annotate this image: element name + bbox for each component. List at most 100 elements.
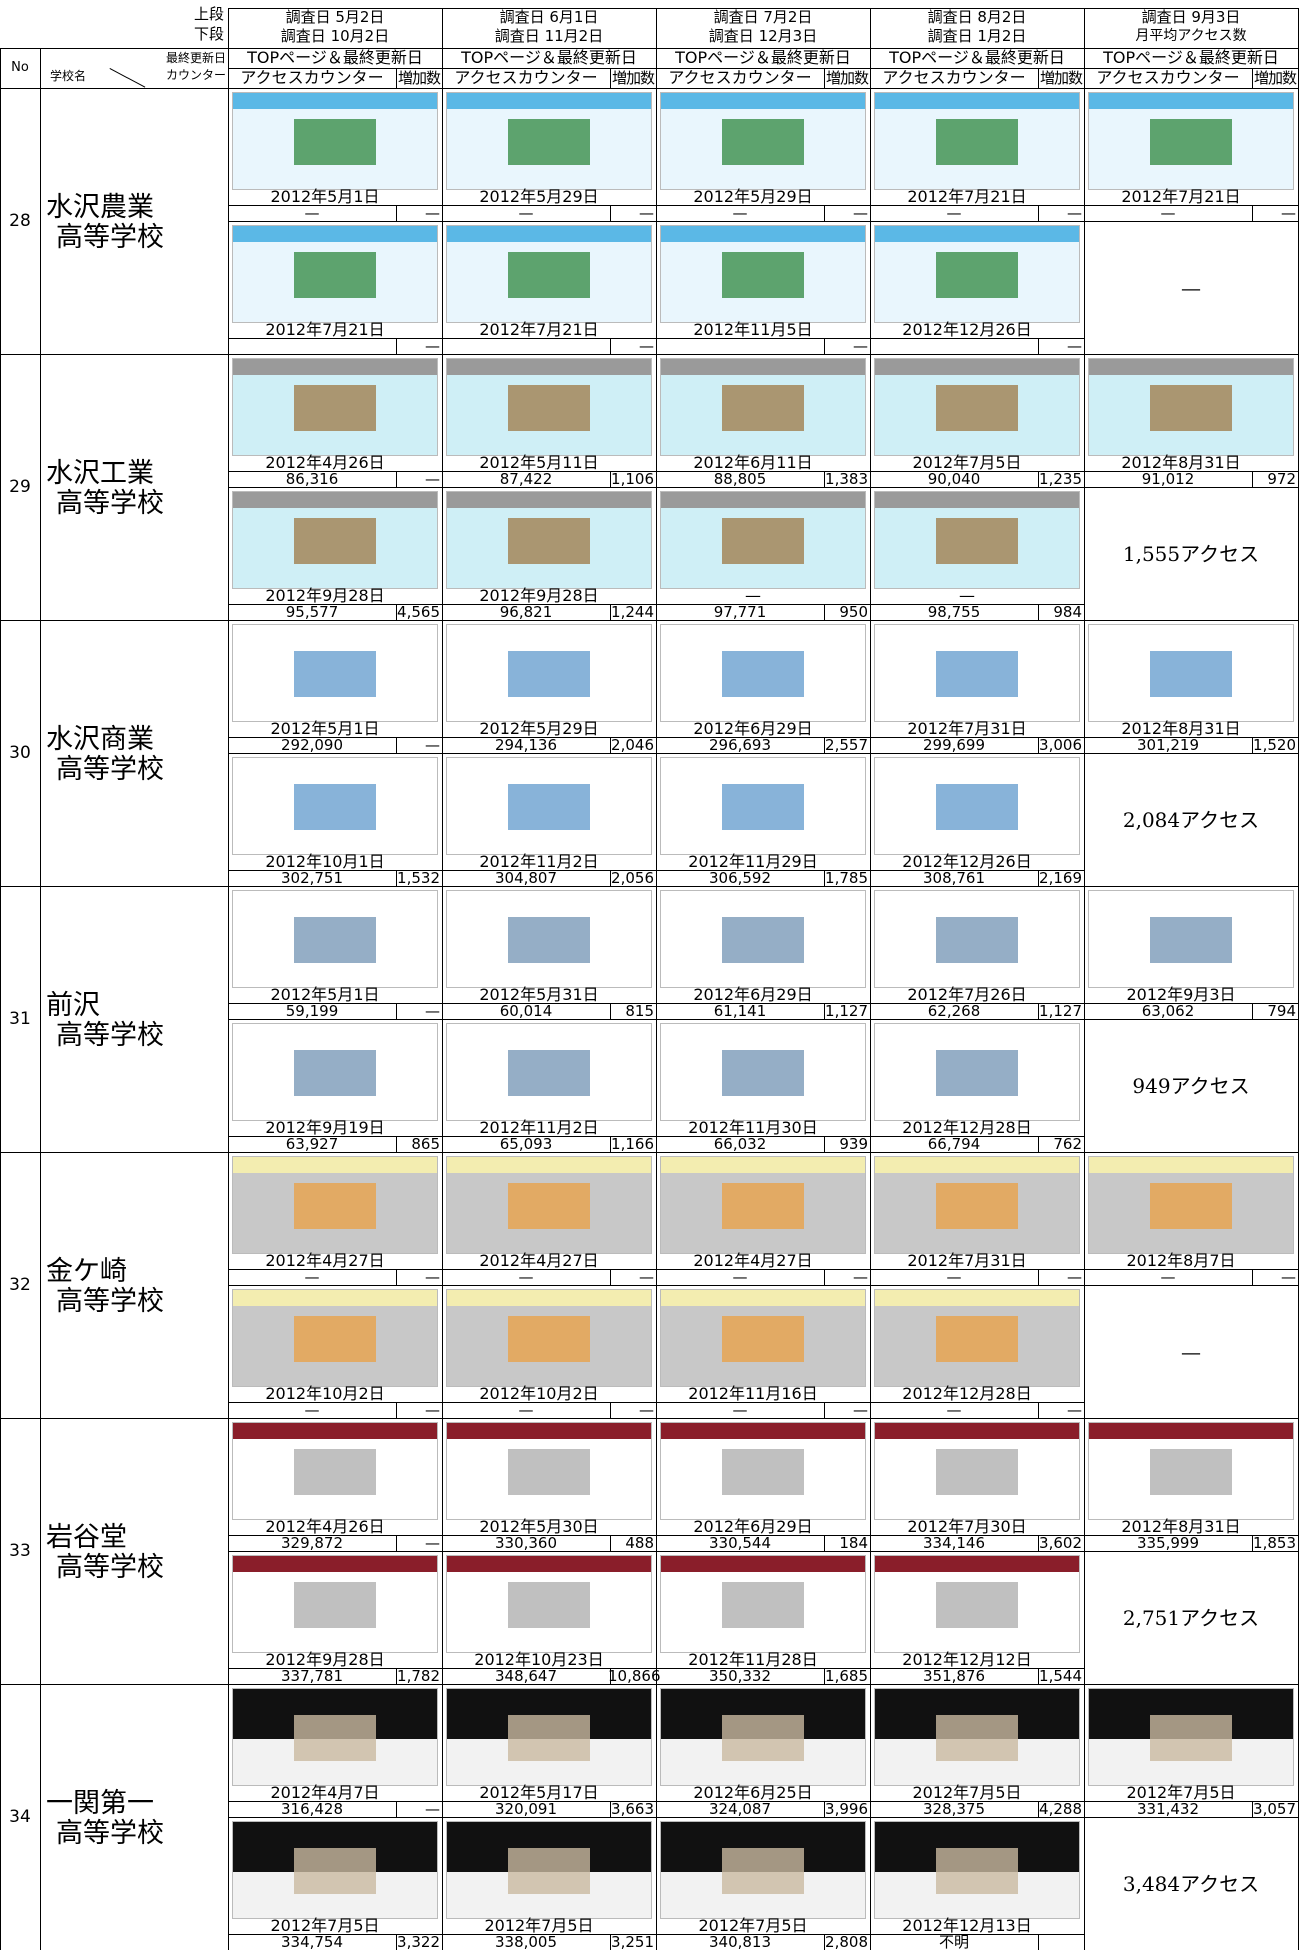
school-name: 高等学校 <box>56 222 164 253</box>
screenshot-image <box>722 1715 804 1761</box>
screenshot-header <box>661 1024 865 1040</box>
screenshot-header <box>1089 359 1293 375</box>
screenshot-header <box>875 1556 1079 1572</box>
access-count: — <box>518 1268 534 1286</box>
update-date: 2012年5月29日 <box>693 187 813 206</box>
update-date: 2012年12月13日 <box>902 1916 1032 1935</box>
page-screenshot <box>1088 890 1294 988</box>
update-date: 2012年8月7日 <box>1126 1251 1236 1270</box>
screenshot-image <box>722 651 804 697</box>
update-date: 2012年5月29日 <box>479 187 599 206</box>
page-screenshot <box>874 624 1080 722</box>
access-count: 61,141 <box>713 1002 767 1020</box>
lower-label: 下段 <box>193 25 224 43</box>
school-no: 30 <box>9 743 31 763</box>
screenshot-header <box>875 625 1079 641</box>
school-name: 高等学校 <box>56 1286 164 1317</box>
update-date: 2012年5月31日 <box>479 985 599 1004</box>
survey-lower: 調査日 12月3日 <box>708 27 818 45</box>
page-screenshot <box>874 92 1080 190</box>
cell-border <box>1084 1817 1299 1950</box>
page-screenshot <box>446 1688 652 1786</box>
access-count: — <box>732 204 748 222</box>
screenshot-image <box>508 784 590 830</box>
increase-count: 4,565 <box>397 603 440 621</box>
page-screenshot <box>232 757 438 855</box>
survey-lower: 調査日 10月2日 <box>280 27 390 45</box>
increase-count: — <box>1281 204 1296 222</box>
access-count: 350,332 <box>708 1667 772 1685</box>
screenshot-image <box>936 917 1018 963</box>
screenshot-header <box>447 1157 651 1173</box>
screenshot-header <box>233 359 437 375</box>
screenshot-image <box>508 1449 590 1495</box>
screenshot-image <box>508 1582 590 1628</box>
access-count: 334,754 <box>280 1933 344 1950</box>
access-count: — <box>304 1401 320 1419</box>
screenshot-image <box>936 1848 1018 1894</box>
screenshot-image <box>294 252 376 298</box>
update-date: 2012年10月23日 <box>474 1650 604 1669</box>
screenshot-header <box>233 1423 437 1439</box>
screenshot-header <box>875 891 1079 907</box>
update-date: 2012年9月19日 <box>265 1118 385 1137</box>
update-date: 2012年7月5日 <box>1126 1783 1236 1802</box>
screenshot-header <box>233 1556 437 1572</box>
access-count: — <box>518 1401 534 1419</box>
increase-header: 増加数 <box>1253 69 1297 87</box>
screenshot-header <box>661 492 865 508</box>
increase-count: 488 <box>625 1534 654 1552</box>
page-screenshot <box>232 624 438 722</box>
screenshot-image <box>936 1316 1018 1362</box>
increase-count: — <box>853 337 868 355</box>
page-screenshot <box>660 757 866 855</box>
school-no: 34 <box>9 1807 31 1827</box>
page-screenshot <box>446 1555 652 1653</box>
update-date: 2012年9月28日 <box>265 586 385 605</box>
access-count: — <box>1160 204 1176 222</box>
screenshot-header <box>447 1556 651 1572</box>
screenshot-image <box>722 385 804 431</box>
access-count: 294,136 <box>494 736 558 754</box>
update-date: 2012年4月7日 <box>270 1783 380 1802</box>
update-date: 2012年7月5日 <box>912 453 1022 472</box>
increase-count: 972 <box>1267 470 1296 488</box>
increase-count: 3,251 <box>611 1933 654 1950</box>
screenshot-header <box>875 1423 1079 1439</box>
access-count: 334,146 <box>922 1534 986 1552</box>
access-count: 340,813 <box>708 1933 772 1950</box>
cell-border <box>656 338 825 355</box>
screenshot-image <box>722 1848 804 1894</box>
screenshot-image <box>1150 119 1232 165</box>
update-date: — <box>745 586 761 605</box>
school-no: 28 <box>9 211 31 231</box>
page-screenshot <box>232 1289 438 1387</box>
page-screenshot <box>446 1821 652 1919</box>
access-count: 316,428 <box>280 1800 344 1818</box>
access-count: 306,592 <box>708 869 772 887</box>
page-screenshot <box>660 1289 866 1387</box>
page-screenshot <box>446 1422 652 1520</box>
school-name: 高等学校 <box>56 1020 164 1051</box>
increase-count: 3,996 <box>825 1800 868 1818</box>
page-screenshot <box>660 624 866 722</box>
page-screenshot <box>446 890 652 988</box>
school-name: 金ケ崎 <box>46 1256 127 1287</box>
top-page-header: TOPページ＆最終更新日 <box>889 48 1065 67</box>
access-count: — <box>732 1401 748 1419</box>
increase-count: — <box>1067 1401 1082 1419</box>
screenshot-header <box>1089 93 1293 109</box>
access-count: — <box>1160 1268 1176 1286</box>
screenshot-header <box>447 359 651 375</box>
increase-count: 2,557 <box>825 736 868 754</box>
survey-upper: 調査日 5月2日 <box>285 8 385 26</box>
access-count: 87,422 <box>499 470 553 488</box>
access-counter-header: アクセスカウンター <box>454 68 598 87</box>
top-page-header: TOPページ＆最終更新日 <box>1103 48 1279 67</box>
page-screenshot <box>1088 1422 1294 1520</box>
update-date: 2012年10月1日 <box>265 852 385 871</box>
update-date: 2012年11月5日 <box>693 320 813 339</box>
screenshot-header <box>447 625 651 641</box>
increase-count: 1,244 <box>611 603 654 621</box>
update-date: 2012年5月1日 <box>270 985 380 1004</box>
